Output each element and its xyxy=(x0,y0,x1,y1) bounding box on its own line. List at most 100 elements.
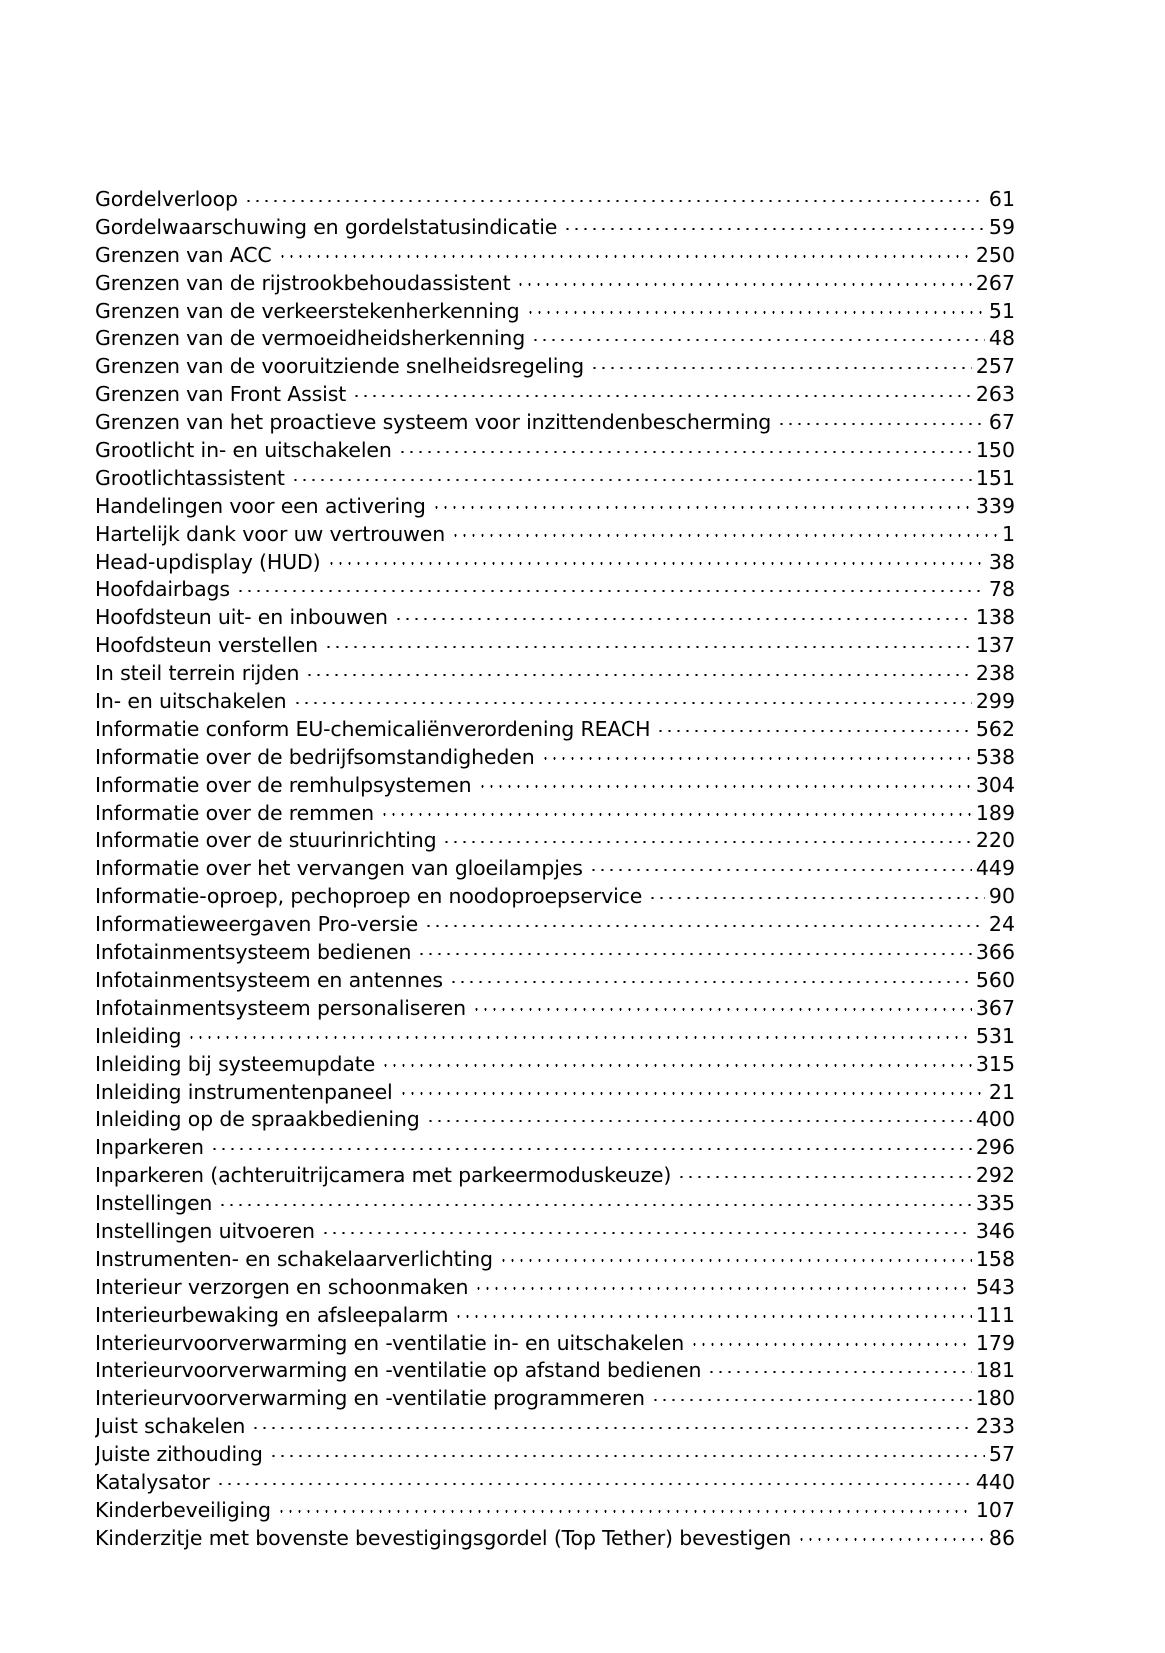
index-entry-title: Informatieweergaven Pro-versie xyxy=(95,912,419,937)
index-entry-title: Hoofdsteun uit- en inbouwen xyxy=(95,605,388,630)
index-entry[interactable]: Grenzen van de verkeerstekenherkenning 51 xyxy=(95,298,1015,326)
index-entry[interactable]: Hartelijk dank voor uw vertrouwen 1 xyxy=(95,521,1015,549)
index-entry-page-number: 61 xyxy=(988,187,1015,211)
index-entry[interactable]: Informatie over de bedrijfsomstandighede… xyxy=(95,744,1015,772)
index-entry-title: Grenzen van de verkeerstekenherkenning xyxy=(95,298,520,323)
index-entry[interactable]: Hoofdairbags 78 xyxy=(95,576,1015,604)
index-entry-page-number: 263 xyxy=(975,382,1015,407)
index-entry[interactable]: In- en uitschakelen 299 xyxy=(95,688,1015,716)
index-entry-page-number: 543 xyxy=(975,1274,1015,1299)
dot-leader xyxy=(454,1315,972,1318)
index-entry[interactable]: Gordelverloop 61 xyxy=(95,186,1015,214)
index-entry-page-number: 24 xyxy=(988,912,1015,937)
index-entry[interactable]: Inparkeren 296 xyxy=(95,1134,1015,1162)
index-entry[interactable]: Interieurvoorverwarming en -ventilatie i… xyxy=(95,1330,1015,1358)
index-entry[interactable]: Informatieweergaven Pro-versie 24 xyxy=(95,911,1015,939)
index-entry-title: Informatie over het vervangen van gloeil… xyxy=(95,856,583,881)
index-entry[interactable]: Gordelwaarschuwing en gordelstatusindica… xyxy=(95,214,1015,242)
index-entry[interactable]: Grenzen van de vooruitziende snelheidsre… xyxy=(95,353,1015,381)
dot-leader xyxy=(516,283,972,286)
index-entry-page-number: 150 xyxy=(975,438,1015,463)
index-entry[interactable]: Grootlichtassistent 151 xyxy=(95,465,1015,493)
index-entry-page-number: 137 xyxy=(975,633,1015,658)
index-entry-title: Inleiding bij systeemupdate xyxy=(95,1051,376,1076)
index-entry-title: Interieurbewaking en afsleepalarm xyxy=(95,1302,449,1327)
index-entry[interactable]: Informatie over het vervangen van gloeil… xyxy=(95,855,1015,883)
index-entry-list: Gordelverloop 61 Gordelwaarschuwing en gor… xyxy=(95,186,1015,1553)
dot-leader xyxy=(243,199,985,202)
index-entry[interactable]: Grenzen van Front Assist 263 xyxy=(95,381,1015,409)
index-entry[interactable]: Informatie over de stuurinrichting 220 xyxy=(95,827,1015,855)
index-entry[interactable]: In steil terrein rijden 238 xyxy=(95,660,1015,688)
index-entry[interactable]: Kinderbeveiliging 107 xyxy=(95,1497,1015,1525)
index-entry-page-number: 440 xyxy=(975,1469,1015,1494)
index-entry-title: In steil terrein rijden xyxy=(95,661,300,686)
index-entry[interactable]: Hoofdsteun uit- en inbouwen 138 xyxy=(95,604,1015,632)
index-entry[interactable]: Instellingen uitvoeren 346 xyxy=(95,1218,1015,1246)
index-entry-title: Inleiding instrumentenpaneel xyxy=(95,1079,393,1104)
index-entry-page-number: 138 xyxy=(975,605,1015,630)
index-entry[interactable]: Grenzen van het proactieve systeem voor … xyxy=(95,409,1015,437)
index-entry-title: Head-updisplay (HUD) xyxy=(95,549,321,574)
index-entry-page-number: 250 xyxy=(975,242,1015,267)
index-entry-page-number: 111 xyxy=(975,1302,1015,1327)
index-entry-page-number: 299 xyxy=(975,689,1015,714)
index-entry[interactable]: Infotainmentsysteem bedienen 366 xyxy=(95,939,1015,967)
dot-leader xyxy=(563,227,985,230)
index-entry[interactable]: Infotainmentsysteem en antennes 560 xyxy=(95,967,1015,995)
index-entry-page-number: 220 xyxy=(975,828,1015,853)
index-entry[interactable]: Inleiding op de spraakbediening 400 xyxy=(95,1106,1015,1134)
index-entry-title: Gordelwaarschuwing en gordelstatusindica… xyxy=(95,214,558,239)
index-entry[interactable]: Hoofdsteun verstellen 137 xyxy=(95,632,1015,660)
dot-leader xyxy=(398,1092,985,1095)
index-entry[interactable]: Interieurbewaking en afsleepalarm 111 xyxy=(95,1302,1015,1330)
index-entry[interactable]: Interieurvoorverwarming en -ventilatie p… xyxy=(95,1385,1015,1413)
dot-leader xyxy=(326,562,985,565)
index-entry-title: Grenzen van Front Assist xyxy=(95,382,347,407)
dot-leader xyxy=(424,924,985,928)
index-entry[interactable]: Grootlicht in- en uitschakelen 150 xyxy=(95,437,1015,465)
index-entry-title: Juist schakelen xyxy=(95,1414,246,1439)
index-entry[interactable]: Informatie conform EU-chemicaliënverorde… xyxy=(95,716,1015,744)
index-entry[interactable]: Juiste zithouding 57 xyxy=(95,1441,1015,1469)
index-entry[interactable]: Grenzen van ACC 250 xyxy=(95,242,1015,270)
index-entry[interactable]: Inleiding bij systeemupdate 315 xyxy=(95,1051,1015,1079)
index-entry[interactable]: Inleiding instrumentenpaneel 21 xyxy=(95,1079,1015,1107)
index-entry[interactable]: Head-updisplay (HUD) 38 xyxy=(95,549,1015,577)
index-entry[interactable]: Interieurvoorverwarming en -ventilatie o… xyxy=(95,1357,1015,1385)
index-entry-page-number: 180 xyxy=(975,1386,1015,1411)
dot-leader xyxy=(218,1203,972,1207)
dot-leader xyxy=(451,534,998,537)
index-entry[interactable]: Grenzen van de rijstrookbehoudassistent 2… xyxy=(95,270,1015,298)
index-entry-title: Grenzen van de vermoeidheidsherkenning xyxy=(95,326,526,351)
index-entry-title: Handelingen voor een activering xyxy=(95,493,426,518)
index-entry-title: Informatie over de remhulpsystemen xyxy=(95,772,472,797)
index-entry-title: Hartelijk dank voor uw vertrouwen xyxy=(95,521,446,546)
index-entry-title: Kinderzitje met bovenste bevestigingsgor… xyxy=(95,1525,792,1550)
index-entry[interactable]: Juist schakelen 233 xyxy=(95,1413,1015,1441)
index-entry[interactable]: Inparkeren (achteruitrijcamera met parke… xyxy=(95,1162,1015,1190)
dot-leader xyxy=(251,1426,972,1430)
index-entry[interactable]: Handelingen voor een activering 339 xyxy=(95,493,1015,521)
index-entry-title: Infotainmentsysteem bedienen xyxy=(95,940,412,965)
index-entry[interactable]: Instellingen 335 xyxy=(95,1190,1015,1218)
index-entry-title: Instrumenten- en schakelaarverlichting xyxy=(95,1246,493,1271)
index-entry[interactable]: Informatie over de remmen 189 xyxy=(95,800,1015,828)
index-entry[interactable]: Grenzen van de vermoeidheidsherkenning 48 xyxy=(95,325,1015,353)
index-entry[interactable]: Interieur verzorgen en schoonmaken 543 xyxy=(95,1274,1015,1302)
dot-leader xyxy=(777,422,985,426)
index-entry[interactable]: Katalysator 440 xyxy=(95,1469,1015,1497)
dot-leader xyxy=(677,1175,972,1179)
dot-leader xyxy=(235,590,985,593)
index-entry-page-number: 315 xyxy=(975,1051,1015,1076)
dot-leader xyxy=(320,1231,972,1234)
index-entry[interactable]: Inleiding 531 xyxy=(95,1023,1015,1051)
index-entry[interactable]: Informatie over de remhulpsystemen 304 xyxy=(95,772,1015,800)
dot-leader xyxy=(381,1064,972,1067)
index-entry[interactable]: Informatie-oproep, pechoproep en noodopr… xyxy=(95,883,1015,911)
index-entry-title: Katalysator xyxy=(95,1469,210,1494)
index-entry-page-number: 21 xyxy=(988,1079,1015,1104)
index-entry[interactable]: Kinderzitje met bovenste bevestigingsgor… xyxy=(95,1525,1015,1553)
index-entry[interactable]: Instrumenten- en schakelaarverlichting 15… xyxy=(95,1246,1015,1274)
index-entry[interactable]: Infotainmentsysteem personaliseren 367 xyxy=(95,995,1015,1023)
